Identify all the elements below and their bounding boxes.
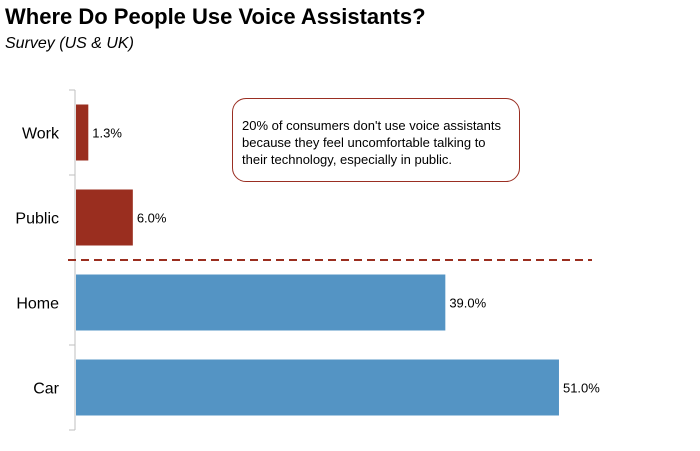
bar-home — [76, 274, 446, 331]
bar-public — [76, 189, 133, 246]
value-label-home: 39.0% — [449, 296, 486, 311]
chart-title: Where Do People Use Voice Assistants? — [5, 4, 426, 29]
value-label-public: 6.0% — [137, 211, 167, 226]
category-label-public: Public — [15, 211, 59, 228]
bar-work — [76, 104, 89, 161]
bar-car — [76, 359, 559, 416]
category-label-work: Work — [22, 126, 60, 143]
callout-box: 20% of consumers don't use voice assista… — [232, 98, 520, 182]
category-label-home: Home — [16, 296, 59, 313]
value-label-work: 1.3% — [92, 126, 122, 141]
value-label-car: 51.0% — [563, 381, 600, 396]
chart-subtitle: Survey (US & UK) — [5, 35, 134, 52]
category-label-car: Car — [33, 381, 59, 398]
